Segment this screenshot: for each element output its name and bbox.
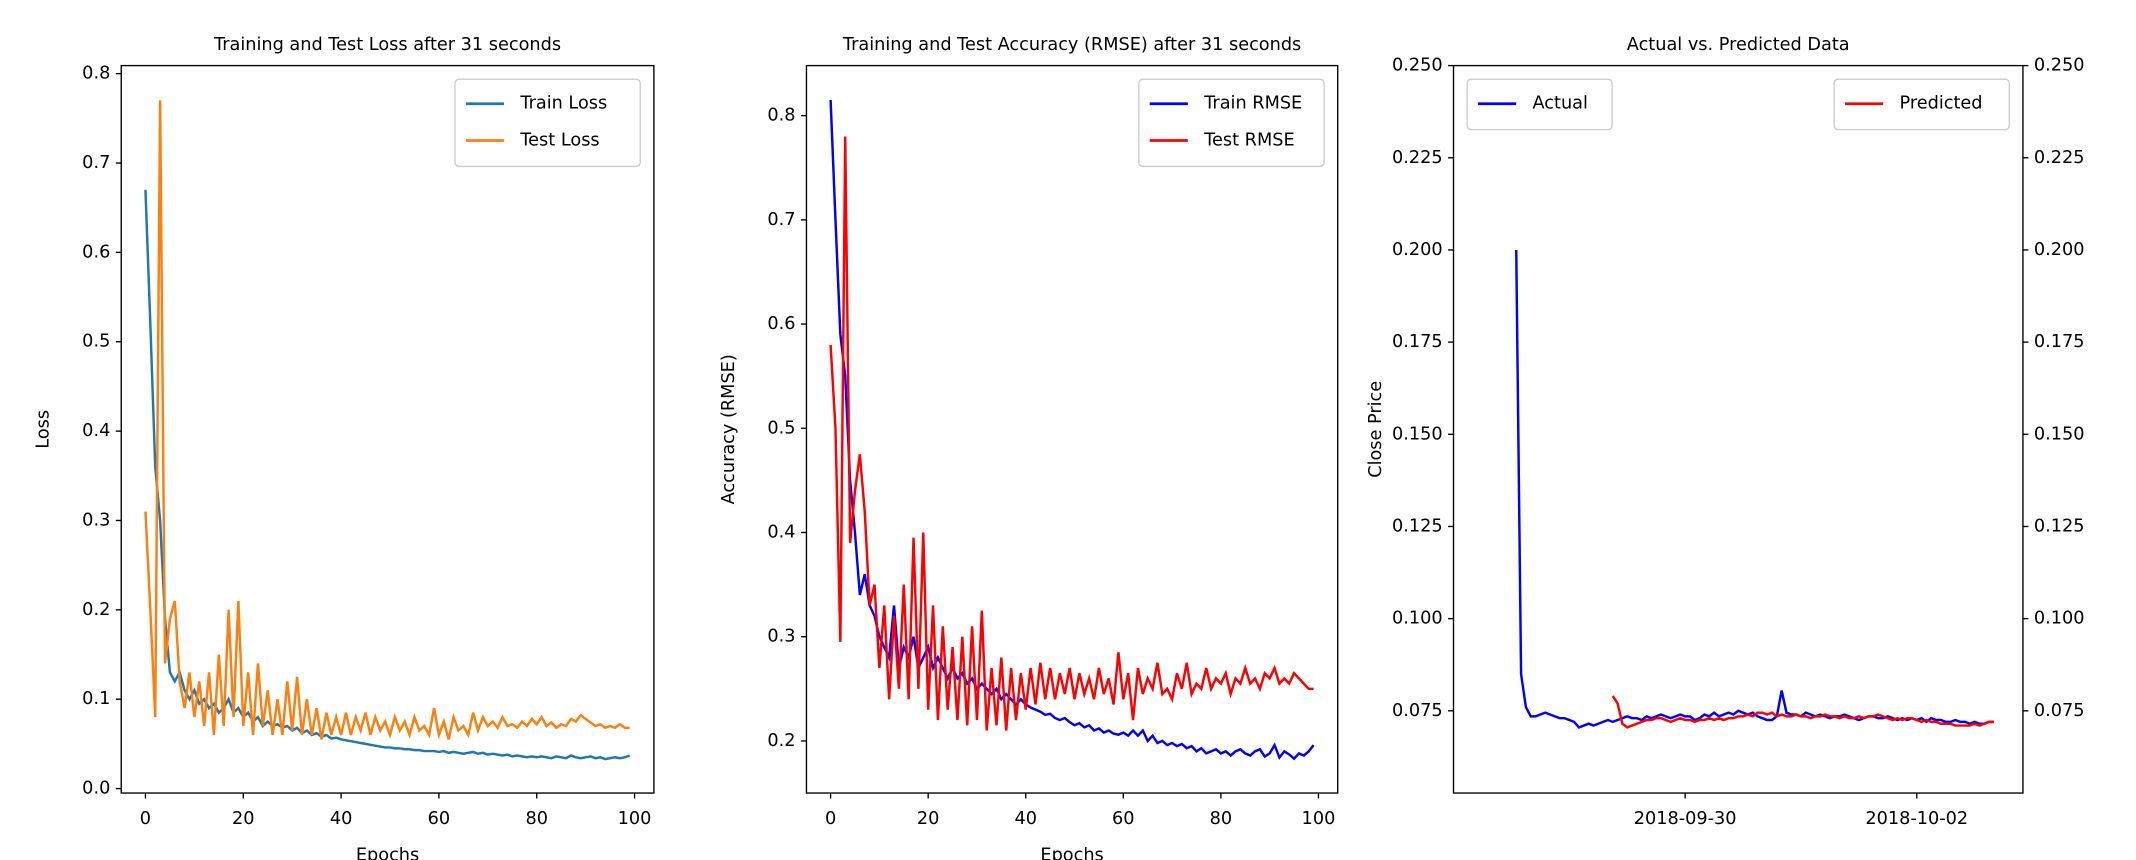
y-tick-label: 0.175 [1392, 332, 1443, 352]
legend-box [454, 78, 641, 168]
y-tick-label: 0.100 [1392, 609, 1443, 629]
legend-label: Test Loss [519, 131, 599, 151]
y-tick-label: 0.7 [82, 153, 110, 173]
x-tick-label: 20 [917, 809, 940, 829]
plot-frame [1452, 64, 2024, 794]
y2-tick-label: 0.175 [2034, 332, 2085, 352]
legend-box [1833, 78, 2010, 131]
chart-title: Training and Test Accuracy (RMSE) after … [842, 35, 1301, 55]
y2-tick-label: 0.100 [2034, 609, 2085, 629]
y-tick-label: 0.2 [82, 600, 110, 620]
x-tick-label: 0 [825, 809, 836, 829]
y2-tick-label: 0.075 [2034, 701, 2085, 721]
y-tick-label: 0.075 [1392, 701, 1443, 721]
series-line [1611, 695, 1994, 729]
y2-tick-label: 0.225 [2034, 148, 2085, 168]
x-tick-label: 2018-09-30 [1634, 809, 1737, 829]
series-line [829, 136, 1314, 731]
x-axis-label: Epochs [356, 846, 419, 860]
y2-tick-label: 0.150 [2034, 424, 2085, 444]
y-tick-label: 0.125 [1392, 516, 1443, 536]
y-tick-label: 0.150 [1392, 424, 1443, 444]
y-tick-label: 0.8 [82, 64, 110, 84]
legend-label: Train RMSE [1203, 94, 1302, 114]
chart-title: Actual vs. Predicted Data [1627, 35, 1850, 55]
y-tick-label: 0.200 [1392, 240, 1443, 260]
y-tick-label: 0.5 [767, 418, 795, 438]
y-tick-label: 0.225 [1392, 148, 1443, 168]
y2-tick-label: 0.250 [2034, 56, 2085, 76]
y-axis-label: Close Price [1366, 381, 1386, 478]
y-tick-label: 0.1 [82, 689, 110, 709]
series-line [144, 189, 631, 761]
legend-label: Actual [1533, 94, 1588, 114]
legend-box [1138, 78, 1325, 168]
x-tick-label: 80 [525, 809, 548, 829]
series-line [1515, 249, 1994, 729]
x-tick-label: 40 [330, 809, 353, 829]
y-axis-label: Accuracy (RMSE) [719, 354, 739, 504]
x-axis-label: Epochs [1040, 846, 1103, 860]
legend-label: Test RMSE [1203, 131, 1294, 151]
plot-frame [120, 64, 655, 794]
series-line [144, 100, 630, 740]
y-tick-label: 0.6 [767, 314, 795, 334]
y-tick-label: 0.0 [82, 779, 110, 799]
x-tick-label: 2018-10-02 [1865, 809, 1968, 829]
y-tick-label: 0.2 [767, 731, 795, 751]
y-tick-label: 0.8 [767, 106, 795, 126]
x-tick-label: 60 [428, 809, 451, 829]
legend-label: Train Loss [519, 94, 607, 114]
x-tick-label: 80 [1210, 809, 1233, 829]
y2-tick-label: 0.200 [2034, 240, 2085, 260]
y2-tick-label: 0.125 [2034, 516, 2085, 536]
y-tick-label: 0.4 [82, 421, 110, 441]
legend-label: Predicted [1900, 94, 1983, 114]
y-tick-label: 0.4 [767, 522, 795, 542]
y-tick-label: 0.7 [767, 210, 795, 230]
x-tick-label: 100 [1302, 809, 1336, 829]
series-line [829, 99, 1315, 761]
x-tick-label: 20 [232, 809, 255, 829]
x-tick-label: 60 [1112, 809, 1135, 829]
legend-box [1466, 78, 1613, 131]
y-tick-label: 0.3 [82, 510, 110, 530]
y-tick-label: 0.3 [767, 627, 795, 647]
x-tick-label: 0 [140, 809, 151, 829]
chart-title: Training and Test Loss after 31 seconds [213, 35, 561, 55]
plot-frame [805, 64, 1339, 794]
y-tick-label: 0.250 [1392, 56, 1443, 76]
x-tick-label: 40 [1014, 809, 1037, 829]
y-tick-label: 0.5 [82, 332, 110, 352]
x-tick-label: 100 [618, 809, 652, 829]
y-axis-label: Loss [34, 410, 54, 449]
y-tick-label: 0.6 [82, 242, 110, 262]
